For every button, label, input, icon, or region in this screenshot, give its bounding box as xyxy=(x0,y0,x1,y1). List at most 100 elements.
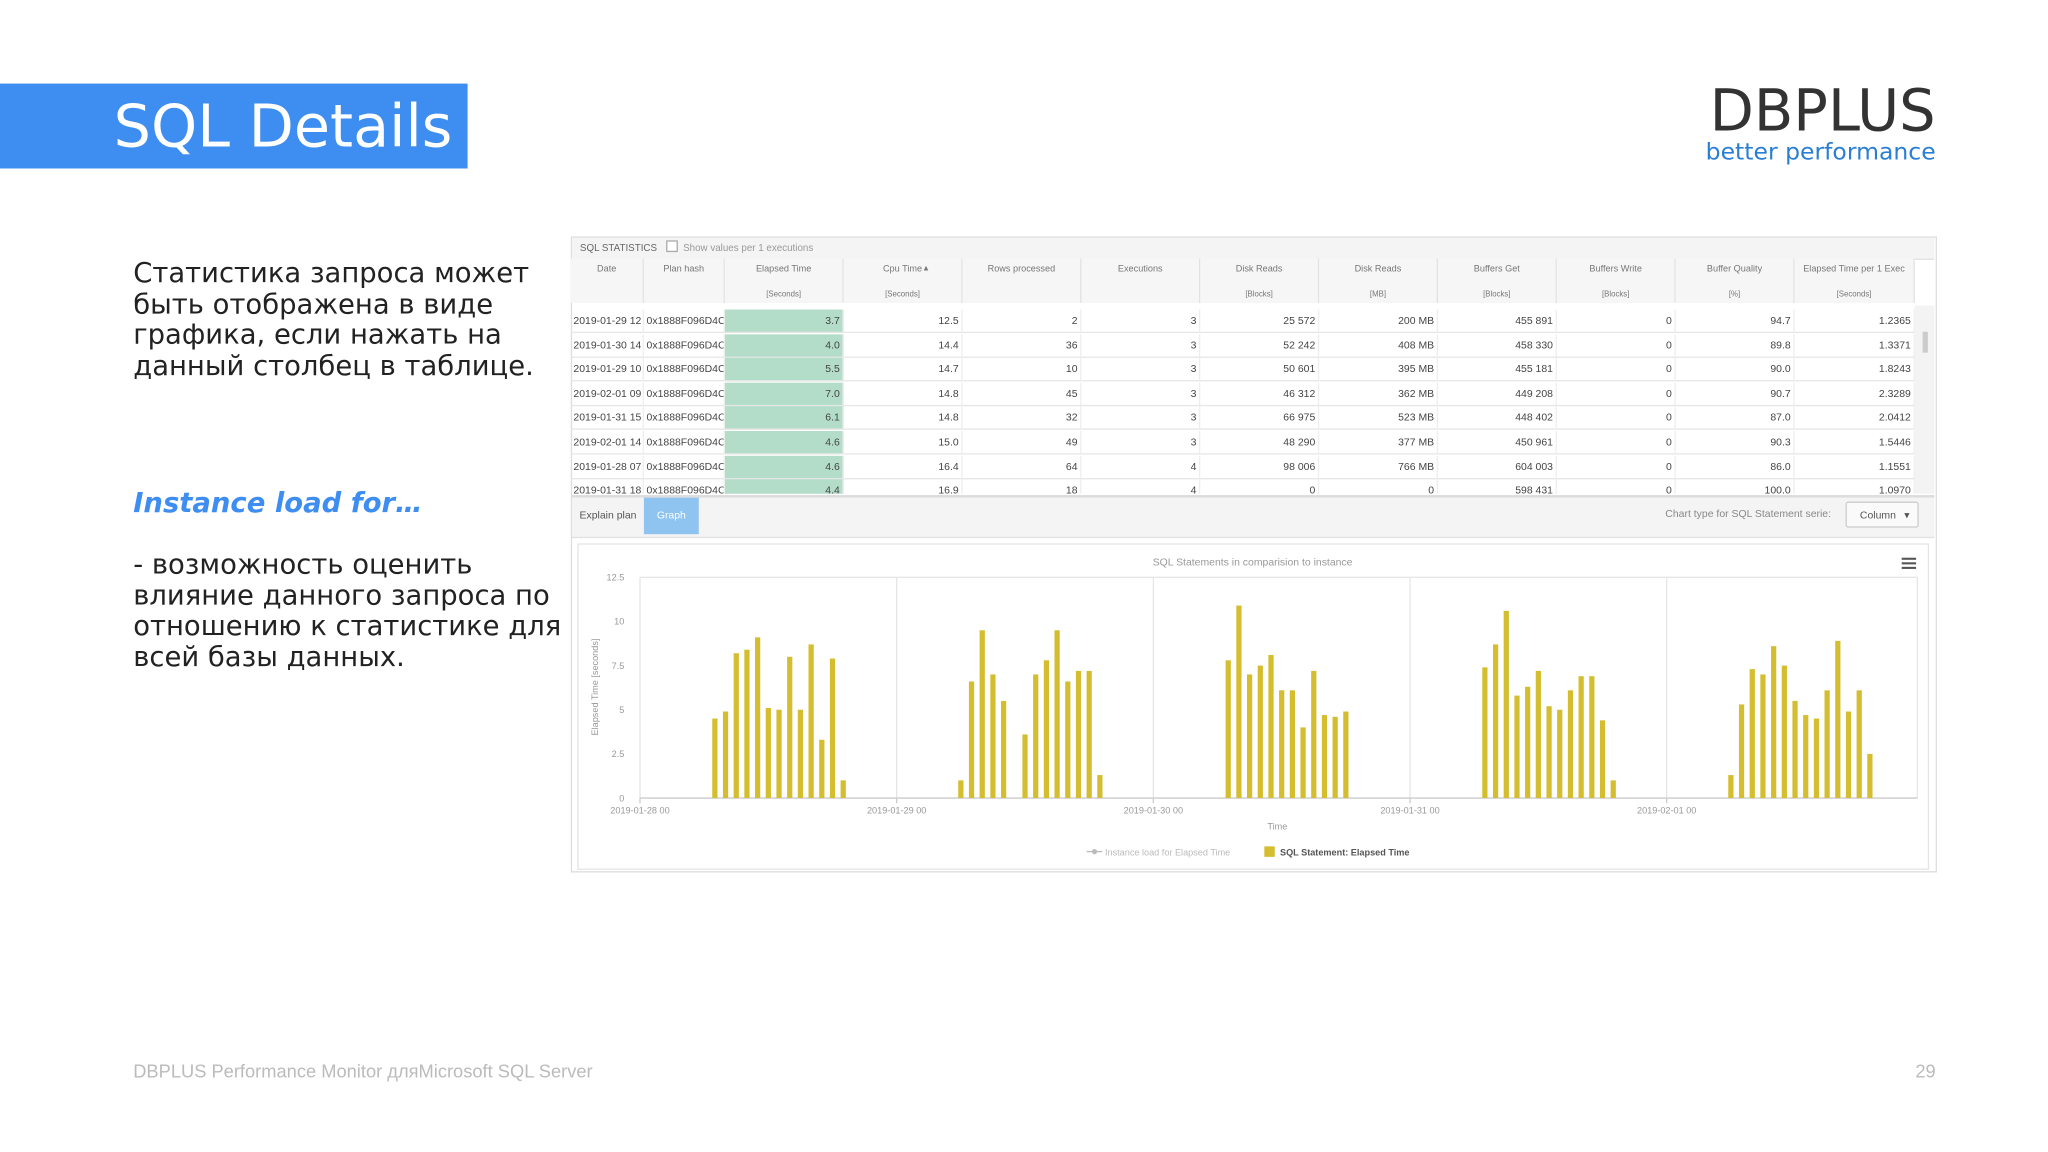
bar xyxy=(819,739,825,799)
bar xyxy=(1300,727,1306,799)
menu-icon[interactable] xyxy=(1901,557,1917,569)
table-cell: 90.0 xyxy=(1675,358,1795,382)
dropdown[interactable]: Column ▾ xyxy=(1845,501,1919,528)
table-cell: 0x1888F096D4C9 xyxy=(643,309,725,334)
column-name: Disk Reads xyxy=(1354,265,1402,275)
column-name: Plan hash xyxy=(663,265,705,275)
table-cell: 10 xyxy=(962,358,1082,382)
checkbox-label: Show values per 1 executions xyxy=(683,241,814,254)
bar xyxy=(1771,646,1777,799)
column-header[interactable]: Buffers Get [Blocks] xyxy=(1438,258,1557,304)
table-cell: 87.0 xyxy=(1675,406,1795,431)
bar xyxy=(1610,780,1616,799)
column-name: Buffers Get xyxy=(1473,265,1520,275)
bar xyxy=(1567,690,1574,799)
table-cell: 0 xyxy=(1556,333,1676,358)
table-cell: 377 MB xyxy=(1319,431,1439,455)
table-cell[interactable]: 4.4 xyxy=(724,479,844,494)
column-header[interactable]: Plan hash xyxy=(643,258,725,304)
table-cell: 36 xyxy=(962,333,1082,358)
scrollbar[interactable] xyxy=(1914,305,1935,494)
table-cell: 0x1888F096D4C9 xyxy=(643,455,725,479)
table-cell[interactable]: 4.6 xyxy=(724,431,844,455)
table-cell: 86.0 xyxy=(1675,455,1795,479)
table-cell: 0x1888F096D4C9 xyxy=(644,479,725,494)
bar xyxy=(1086,670,1092,799)
bar xyxy=(1332,716,1338,799)
column-header[interactable]: Elapsed Time per 1 Exec [Seconds] xyxy=(1794,258,1915,304)
column-header[interactable]: Disk Reads [Blocks] xyxy=(1200,258,1320,304)
column-header[interactable]: Cpu Time ▲ [Seconds] xyxy=(843,258,963,304)
table-cell: 408 MB xyxy=(1319,333,1439,358)
table-cell[interactable]: 5.5 xyxy=(724,358,844,382)
table-cell: 3 xyxy=(1081,358,1201,382)
column-header[interactable]: Disk Reads [MB] xyxy=(1319,258,1439,304)
x-tick-label: 2019-02-01 00 xyxy=(1637,806,1696,816)
footer: DBPLUS Performance Monitor дляMicrosoft … xyxy=(133,1060,593,1082)
table-cell: 14.8 xyxy=(843,382,963,406)
table-cell: 458 330 xyxy=(1438,333,1557,358)
bar xyxy=(712,718,718,799)
bar xyxy=(1525,686,1531,799)
y-axis-label: Elapsed Time [seconds] xyxy=(590,639,600,736)
table-cell[interactable]: 3.7 xyxy=(724,309,844,334)
bar xyxy=(1813,718,1820,799)
bar xyxy=(1803,715,1809,799)
table-cell: 1.1551 xyxy=(1794,455,1915,479)
bar xyxy=(1845,711,1852,799)
bar xyxy=(1728,775,1734,799)
legend-symbol xyxy=(1091,848,1098,855)
table-cell: 3 xyxy=(1081,406,1201,431)
tab-active[interactable]: Graph xyxy=(643,497,699,535)
table-cell[interactable]: 4.6 xyxy=(724,455,844,479)
table-cell: 2.0412 xyxy=(1794,406,1915,431)
bar xyxy=(1482,667,1488,799)
bar xyxy=(1781,665,1787,799)
column-header[interactable]: Buffers Write [Blocks] xyxy=(1556,258,1676,304)
bar xyxy=(1792,700,1798,799)
table-cell: 2019-01-29 10 xyxy=(570,358,644,382)
table-cell: 455 181 xyxy=(1438,358,1557,382)
bar xyxy=(1578,676,1584,799)
bar xyxy=(1503,610,1509,799)
y-tick-label: 0 xyxy=(619,793,624,803)
column-header[interactable]: Buffer Quality [%] xyxy=(1675,258,1795,304)
table-cell: 64 xyxy=(962,455,1082,479)
table-cell: 66 975 xyxy=(1200,406,1320,431)
checkbox[interactable] xyxy=(666,240,678,253)
x-tick-label: 2019-01-29 00 xyxy=(867,806,926,816)
bar xyxy=(787,656,793,799)
table-cell: 1.5446 xyxy=(1794,431,1915,455)
bar xyxy=(1738,704,1745,799)
bar xyxy=(1043,660,1050,799)
table-cell: 450 961 xyxy=(1438,431,1557,455)
bar xyxy=(1268,655,1274,799)
column-unit: [Seconds] xyxy=(766,291,802,300)
bar xyxy=(1760,674,1766,799)
column-header[interactable]: Elapsed Time [Seconds] xyxy=(724,258,844,304)
column-unit: [%] xyxy=(1728,291,1741,300)
column-header[interactable]: Date xyxy=(570,258,644,304)
table-cell: 14.4 xyxy=(843,333,963,358)
tab[interactable]: Explain plan xyxy=(579,509,637,522)
bar xyxy=(1535,670,1541,799)
table-cell: 0x1888F096D4C9 xyxy=(643,431,725,455)
column-header[interactable]: Executions xyxy=(1081,258,1201,304)
logo: DBPLUS xyxy=(1709,78,1936,145)
column-unit: [MB] xyxy=(1369,291,1387,300)
bar xyxy=(797,709,804,799)
column-header[interactable]: Rows processed xyxy=(962,258,1082,304)
bar xyxy=(1246,674,1253,799)
table-cell[interactable]: 7.0 xyxy=(724,382,844,406)
bar xyxy=(1225,660,1231,799)
legend-label: Instance load for Elapsed Time xyxy=(1105,848,1230,858)
table-cell[interactable]: 4.0 xyxy=(724,333,844,358)
tab-bar xyxy=(572,495,1935,539)
bar xyxy=(1075,670,1082,799)
table-cell: 46 312 xyxy=(1200,382,1320,406)
y-tick-label: 7.5 xyxy=(612,661,625,671)
table-cell[interactable]: 6.1 xyxy=(724,406,844,431)
chart-type-label: Chart type for SQL Statement serie: xyxy=(1665,508,1832,520)
table-cell: 0x1888F096D4C9 xyxy=(643,358,725,382)
